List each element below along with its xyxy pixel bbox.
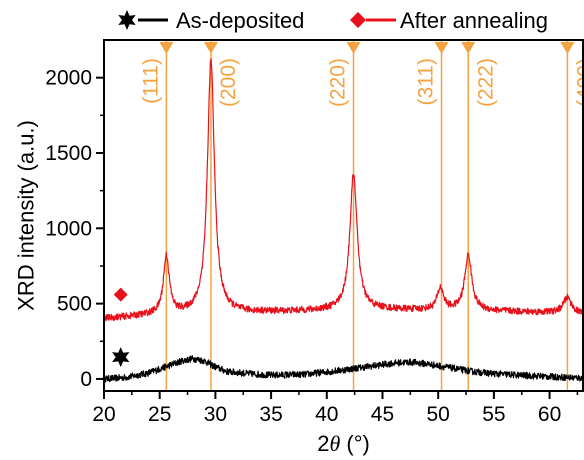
series-diamond-marker bbox=[113, 287, 128, 302]
reference-triangle bbox=[461, 42, 476, 54]
legend-item-as-deposited: As-deposited bbox=[118, 8, 304, 33]
x-axis-label: 2θ (°) bbox=[317, 431, 370, 456]
series-star-marker bbox=[112, 347, 130, 368]
legend-label-as-deposited: As-deposited bbox=[176, 8, 304, 33]
reference-triangle bbox=[203, 42, 218, 54]
series-markers bbox=[112, 287, 130, 368]
reference-label: (200) bbox=[217, 58, 240, 107]
x-axis-label-suffix: (°) bbox=[340, 431, 370, 456]
reference-label: (311) bbox=[415, 58, 438, 105]
series-line-as-deposited bbox=[103, 355, 584, 383]
x-tick-label: 40 bbox=[315, 403, 338, 426]
y-tick-label: 1000 bbox=[45, 217, 92, 240]
legend-label-after-annealing: After annealing bbox=[400, 8, 548, 33]
x-tick-label: 30 bbox=[204, 403, 227, 426]
legend-star-marker bbox=[118, 10, 136, 30]
y-tick-label: 1500 bbox=[45, 142, 92, 165]
x-tick-label: 50 bbox=[427, 403, 450, 426]
reference-label: (400) bbox=[573, 58, 584, 107]
legend: As-deposited After annealing bbox=[118, 8, 548, 33]
reference-label: (222) bbox=[474, 58, 497, 107]
x-axis: 20 25 30 35 40 45 50 55 60 bbox=[92, 391, 579, 426]
series-line-after-annealing bbox=[103, 58, 584, 322]
x-tick-label: 35 bbox=[259, 403, 282, 426]
y-tick-label: 2000 bbox=[45, 67, 92, 90]
y-tick-label: 0 bbox=[80, 368, 92, 391]
reference-label: (220) bbox=[327, 58, 350, 107]
reference-label: (111) bbox=[139, 58, 162, 104]
x-tick-label: 60 bbox=[538, 403, 561, 426]
x-axis-label-prefix: 2 bbox=[317, 431, 329, 456]
x-tick-label: 55 bbox=[482, 403, 505, 426]
y-tick-label: 500 bbox=[57, 293, 92, 316]
x-tick-label: 25 bbox=[148, 403, 171, 426]
reference-triangle bbox=[346, 42, 361, 54]
legend-diamond-marker bbox=[350, 12, 366, 28]
x-tick-label: 45 bbox=[371, 403, 394, 426]
plot-frame bbox=[103, 39, 584, 392]
reference-triangle bbox=[434, 42, 449, 54]
series-layer bbox=[103, 58, 584, 383]
reference-lines: (111) (200) (220) (311) (222) (400) bbox=[139, 40, 584, 391]
x-tick-label: 20 bbox=[92, 403, 115, 426]
x-axis-label-symbol: θ bbox=[329, 431, 340, 456]
reference-triangle bbox=[159, 42, 174, 54]
legend-item-after-annealing: After annealing bbox=[350, 8, 548, 33]
y-axis-label: XRD intensity (a.u.) bbox=[14, 120, 39, 311]
y-axis: 0 500 1000 1500 2000 bbox=[45, 67, 104, 391]
reference-triangle bbox=[560, 42, 575, 54]
